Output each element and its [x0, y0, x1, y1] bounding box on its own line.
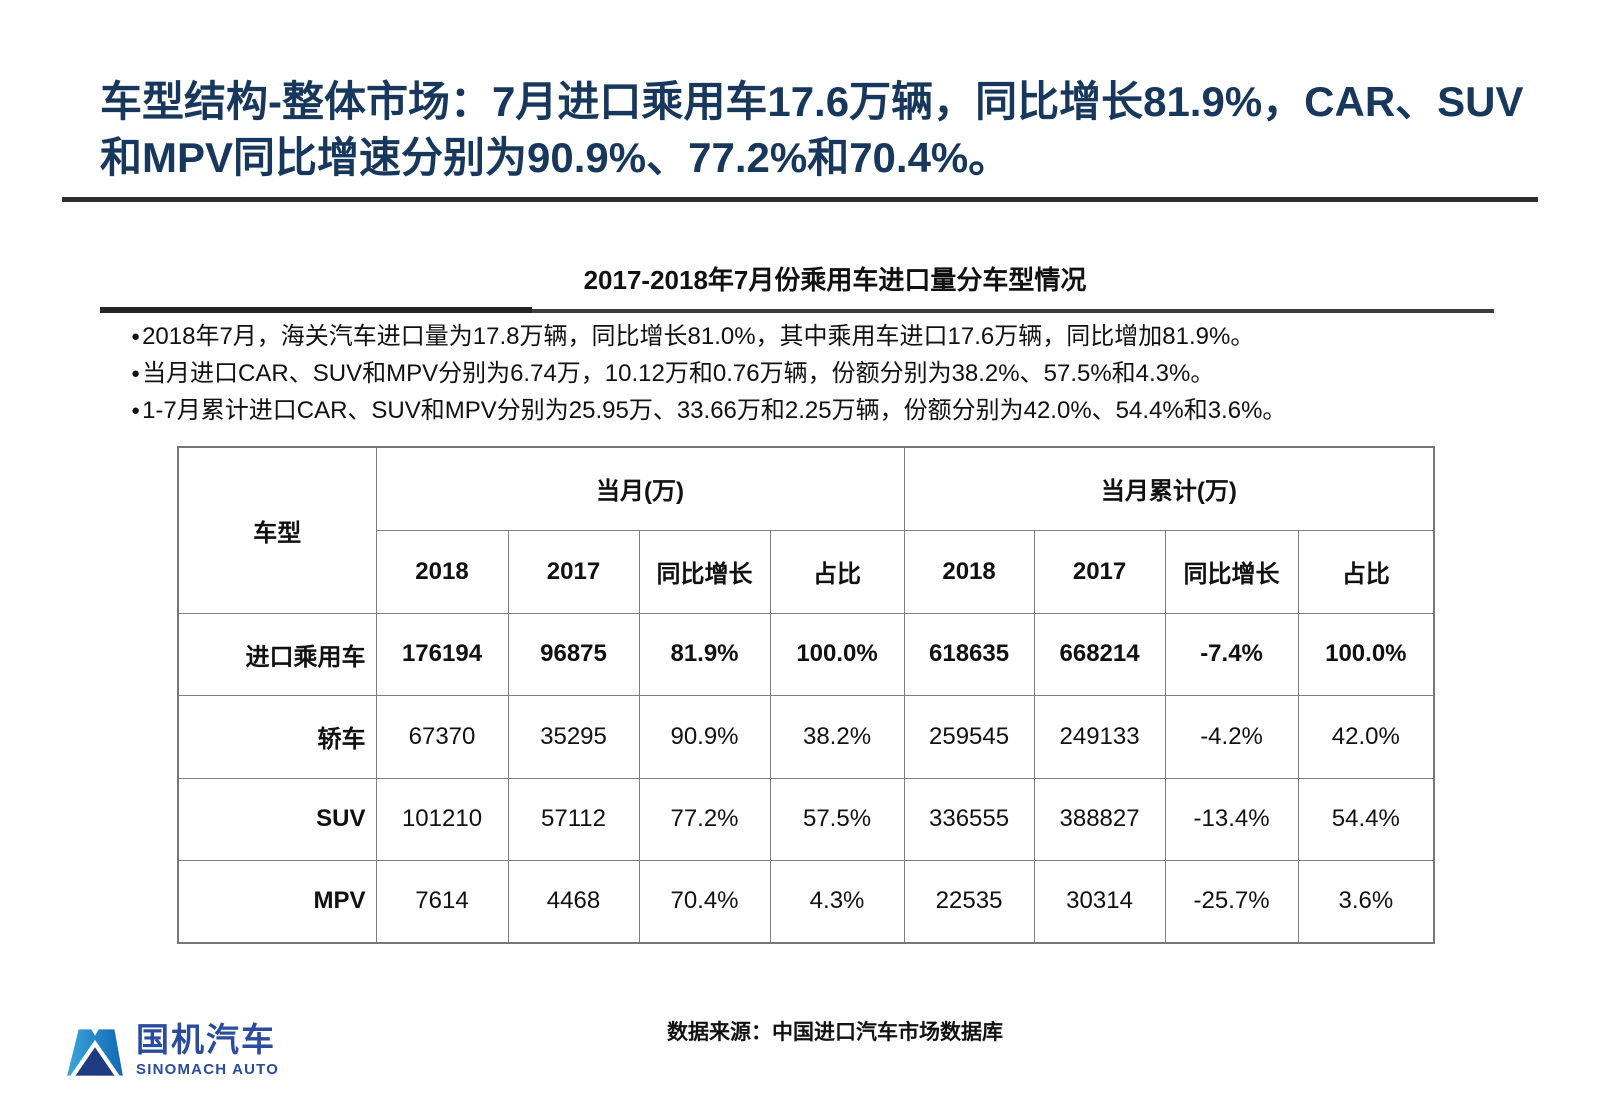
- import-volume-table: 车型 当月(万) 当月累计(万) 2018 2017 同比增长 占比 2018 …: [177, 446, 1436, 944]
- table-cell: 668214: [1033, 612, 1166, 696]
- title-divider-line: [62, 197, 1538, 202]
- table-cell: 57.5%: [769, 777, 905, 861]
- table-row: 进口乘用车 176194 96875 81.9% 100.0% 618635 6…: [177, 612, 1435, 696]
- table-cell: 70.4%: [638, 859, 771, 944]
- table-cell: 4468: [507, 859, 640, 944]
- logo-chinese-name: 国机汽车: [136, 1021, 276, 1058]
- table-row: MPV 7614 4468 70.4% 4.3% 22535 30314 -25…: [177, 859, 1435, 944]
- section-divider-thin-segment: [532, 309, 1494, 313]
- sub-header-cell: 2017: [1033, 529, 1166, 614]
- header-cell-vehicle-type: 车型: [177, 446, 377, 614]
- table-cell: 22535: [903, 859, 1035, 944]
- table-cell: -4.2%: [1164, 694, 1299, 779]
- row-label: MPV: [177, 859, 377, 944]
- table-cell: 7614: [375, 859, 509, 944]
- bullet-text: 当月进口CAR、SUV和MPV分别为6.74万，10.12万和0.76万辆，份额…: [142, 360, 1215, 387]
- table-cell: 38.2%: [769, 694, 905, 779]
- table-cell: 176194: [375, 612, 509, 696]
- page-title-line1: 车型结构-整体市场：7月进口乘用车17.6万辆，同比增长81.9%，CAR、SU…: [100, 78, 1524, 125]
- table-cell: 30314: [1033, 859, 1166, 944]
- summary-bullet-list: ● 2018年7月，海关汽车进口量为17.8万辆，同比增长81.0%，其中乘用车…: [131, 320, 1471, 431]
- sinomach-logo: 国机汽车 SINOMACH AUTO: [64, 1022, 279, 1078]
- table-cell: 54.4%: [1297, 777, 1435, 861]
- bullet-dot-icon: ●: [131, 328, 141, 345]
- table-cell: -25.7%: [1164, 859, 1299, 944]
- row-label: 轿车: [177, 694, 377, 779]
- logo-english-name: SINOMACH AUTO: [136, 1061, 280, 1078]
- table-cell: 100.0%: [769, 612, 905, 696]
- header-cell-current-month: 当月(万): [375, 446, 905, 531]
- bullet-item: ● 当月进口CAR、SUV和MPV分别为6.74万，10.12万和0.76万辆，…: [131, 357, 1471, 394]
- sub-header-cell: 2018: [375, 529, 509, 614]
- table-cell: 3.6%: [1297, 859, 1435, 944]
- table-row: SUV 101210 57112 77.2% 57.5% 336555 3888…: [177, 777, 1435, 861]
- bullet-text: 1-7月累计进口CAR、SUV和MPV分别为25.95万、33.66万和2.25…: [142, 397, 1287, 424]
- sub-header-cell: 2018: [903, 529, 1035, 614]
- logo-text-block: 国机汽车 SINOMACH AUTO: [136, 1021, 280, 1079]
- table-cell: 90.9%: [638, 694, 771, 779]
- table-cell: 57112: [507, 777, 640, 861]
- table-cell: 35295: [507, 694, 640, 779]
- table-cell: 249133: [1033, 694, 1166, 779]
- table-cell: 101210: [375, 777, 509, 861]
- table-cell: 77.2%: [638, 777, 771, 861]
- page-title: 车型结构-整体市场：7月进口乘用车17.6万辆，同比增长81.9%，CAR、SU…: [100, 74, 1550, 186]
- sinomach-mountain-icon: [67, 1029, 123, 1076]
- bullet-text: 2018年7月，海关汽车进口量为17.8万辆，同比增长81.0%，其中乘用车进口…: [142, 323, 1255, 350]
- sub-header-cell: 占比: [1297, 529, 1435, 614]
- table-group-header-row: 车型 当月(万) 当月累计(万): [177, 446, 1435, 614]
- row-label: 进口乘用车: [177, 612, 377, 696]
- table-cell: 336555: [903, 777, 1035, 861]
- table-cell: 81.9%: [638, 612, 771, 696]
- bullet-item: ● 2018年7月，海关汽车进口量为17.8万辆，同比增长81.0%，其中乘用车…: [131, 320, 1471, 357]
- sub-header-cell: 占比: [769, 529, 905, 614]
- table-cell: 100.0%: [1297, 612, 1435, 696]
- table-cell: -13.4%: [1164, 777, 1299, 861]
- table-section-title: 2017-2018年7月份乘用车进口量分车型情况: [583, 265, 1087, 295]
- sub-header-cell: 同比增长: [638, 529, 771, 614]
- sub-header-cell: 同比增长: [1164, 529, 1299, 614]
- section-divider-thick-segment: [100, 307, 532, 313]
- page-title-line2: 和MPV同比增速分别为90.9%、77.2%和70.4%。: [100, 134, 1011, 181]
- table-cell: 42.0%: [1297, 694, 1435, 779]
- row-label: SUV: [177, 777, 377, 861]
- import-volume-table-container: 车型 当月(万) 当月累计(万) 2018 2017 同比增长 占比 2018 …: [177, 446, 1436, 944]
- table-cell: 388827: [1033, 777, 1166, 861]
- table-cell: 96875: [507, 612, 640, 696]
- data-source-note: 数据来源：中国进口汽车市场数据库: [667, 1021, 1003, 1044]
- table-cell: 67370: [375, 694, 509, 779]
- table-cell: -7.4%: [1164, 612, 1299, 696]
- bullet-dot-icon: ●: [131, 402, 141, 419]
- table-cell: 259545: [903, 694, 1035, 779]
- bullet-item: ● 1-7月累计进口CAR、SUV和MPV分别为25.95万、33.66万和2.…: [131, 394, 1471, 431]
- sub-header-cell: 2017: [507, 529, 640, 614]
- table-row: 轿车 67370 35295 90.9% 38.2% 259545 249133…: [177, 694, 1435, 779]
- header-cell-cumulative: 当月累计(万): [903, 446, 1435, 531]
- table-cell: 618635: [903, 612, 1035, 696]
- bullet-dot-icon: ●: [131, 365, 141, 382]
- table-cell: 4.3%: [769, 859, 905, 944]
